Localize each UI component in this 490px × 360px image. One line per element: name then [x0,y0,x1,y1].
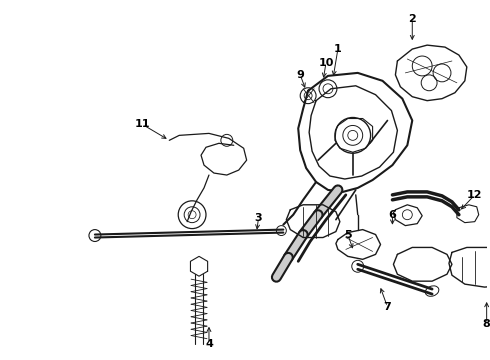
Text: 9: 9 [296,70,304,80]
Text: 5: 5 [344,230,352,239]
Text: 8: 8 [483,319,490,329]
Text: 1: 1 [334,44,342,54]
Text: 7: 7 [384,302,392,312]
Text: 10: 10 [318,58,334,68]
Text: 12: 12 [467,190,483,200]
Text: 2: 2 [408,14,416,24]
Text: 4: 4 [205,339,213,348]
Text: 6: 6 [389,210,396,220]
Text: 3: 3 [255,213,262,223]
Text: 11: 11 [135,120,150,130]
